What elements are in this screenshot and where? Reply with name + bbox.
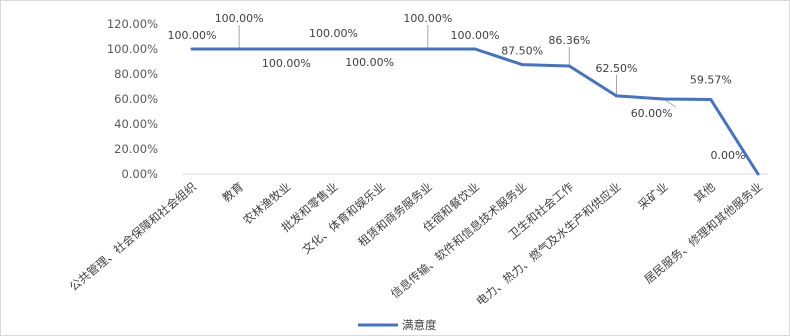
data-labels: 100.00% 100.00% 100.00% 100.00% 100.00% 100.0… [168,12,746,162]
data-point [284,47,288,51]
data-label: 59.57% [690,74,732,87]
data-point [237,47,241,51]
data-label: 100.00% [403,12,452,25]
y-tick-label: 0.00% [121,167,158,181]
data-label: 100.00% [451,29,500,42]
data-point [426,47,430,51]
data-label: 60.00% [631,107,673,120]
y-tick-label: 60.00% [114,92,158,106]
y-tick-label: 100.00% [107,42,158,56]
legend: 满意度 [358,318,437,332]
data-point [615,94,618,98]
data-point [756,172,760,176]
data-label: 100.00% [309,27,358,40]
data-label: 100.00% [168,29,217,42]
data-label: 100.00% [262,57,311,70]
data-label: 62.50% [596,62,638,75]
data-label: 0.00% [711,149,746,162]
data-point [567,64,571,68]
y-tick-label: 40.00% [114,117,158,131]
data-label: 86.36% [548,34,590,47]
data-point [379,47,383,51]
y-tick-label: 120.00% [107,17,158,31]
data-points [190,47,760,176]
y-axis: 0.00% 20.00% 40.00% 60.00% 80.00% 100.00% 120.… [107,17,158,181]
data-label: 100.00% [215,12,264,25]
data-point [332,47,335,51]
data-point [662,97,666,101]
data-point [190,47,194,51]
data-point [520,63,524,67]
y-tick-label: 80.00% [114,67,158,81]
data-label: 100.00% [345,56,394,69]
data-point [709,98,713,102]
legend-label: 满意度 [402,318,437,332]
y-tick-label: 20.00% [114,142,158,156]
data-label: 87.50% [501,45,543,58]
data-point [473,47,477,51]
